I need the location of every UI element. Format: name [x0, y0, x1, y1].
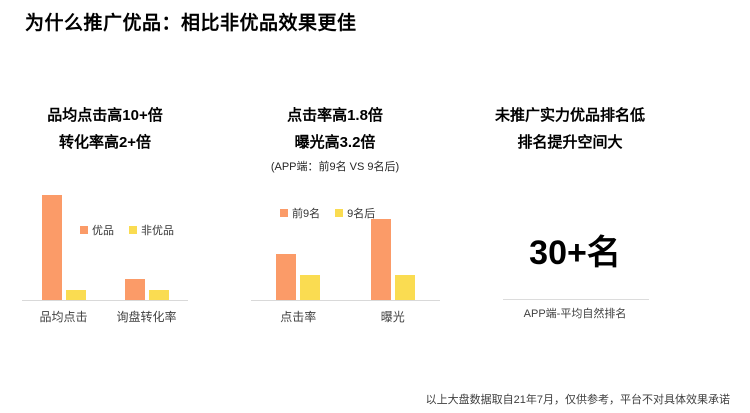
- premium-vs-nonpremium-chart: 优品 非优品 品均点击 询盘转化率: [22, 191, 188, 324]
- chart-legend: 前9名 9名后: [280, 205, 375, 221]
- middle-heading-line1: 点击率高1.8倍: [287, 107, 383, 124]
- legend-label: 非优品: [141, 225, 174, 237]
- right-column-heading: 未推广实力优品排名低 排名提升空间大: [488, 102, 652, 156]
- bar-优品-询盘转化率: [124, 279, 145, 300]
- left-heading-line1: 品均点击高10+倍: [47, 107, 163, 124]
- data-source-footnote: 以上大盘数据取自21年7月，仅供参考，平台不对具体效果承诺: [425, 394, 730, 406]
- left-column-heading: 品均点击高10+倍 转化率高2+倍: [20, 102, 190, 156]
- legend-item-优品: 优品: [80, 222, 114, 238]
- legend-item-9名后: 9名后: [335, 205, 375, 221]
- chart-plot: [251, 211, 440, 301]
- chart-legend: 优品 非优品: [80, 222, 174, 238]
- bar-前9名-点击率: [276, 254, 297, 300]
- right-heading-line2: 排名提升空间大: [517, 134, 623, 151]
- legend-label: 9名后: [347, 208, 376, 220]
- bar-group-询盘转化率: [105, 191, 188, 300]
- bar-group-曝光: [346, 211, 441, 300]
- bar-非优品-询盘转化率: [148, 290, 169, 300]
- legend-swatch: [80, 226, 88, 234]
- ranking-metric-value: 30+名: [529, 234, 621, 272]
- middle-column-heading: 点击率高1.8倍 曝光高3.2倍 (APP端：前9名 VS 9名后): [250, 102, 420, 176]
- legend-swatch: [129, 226, 137, 234]
- bar-前9名-曝光: [370, 218, 391, 300]
- left-heading-line2: 转化率高2+倍: [58, 134, 152, 151]
- chart-plot: [22, 191, 188, 301]
- x-axis-label-曝光: 曝光: [380, 310, 405, 324]
- slide-title: 为什么推广优品：相比非优品效果更佳: [25, 13, 357, 34]
- metric-divider-line: [503, 299, 649, 300]
- bar-group-品均点击: [22, 191, 105, 300]
- right-heading-line1: 未推广实力优品排名低: [494, 107, 645, 124]
- bar-优品-品均点击: [41, 194, 62, 300]
- chart-x-axis-labels: 品均点击 询盘转化率: [22, 308, 188, 325]
- middle-heading-line2: 曝光高3.2倍: [294, 134, 376, 151]
- bar-group-点击率: [251, 211, 346, 300]
- legend-label: 前9名: [292, 208, 321, 220]
- legend-swatch: [280, 209, 288, 217]
- chart-x-axis-labels: 点击率 曝光: [251, 308, 440, 325]
- ranking-metric-caption: APP端-平均自然排名: [523, 308, 627, 320]
- x-axis-label-点击率: 点击率: [280, 310, 317, 324]
- middle-heading-subtitle: (APP端：前9名 VS 9名后): [270, 161, 400, 173]
- top9-vs-after9-chart: 前9名 9名后 点击率 曝光: [251, 208, 440, 324]
- legend-label: 优品: [92, 225, 114, 237]
- legend-item-前9名: 前9名: [280, 205, 320, 221]
- x-axis-label-询盘转化率: 询盘转化率: [116, 310, 177, 324]
- legend-item-非优品: 非优品: [129, 222, 174, 238]
- bar-非优品-品均点击: [65, 290, 86, 300]
- legend-swatch: [335, 209, 344, 217]
- x-axis-label-品均点击: 品均点击: [39, 310, 88, 324]
- bar-9名后-点击率: [300, 274, 321, 300]
- bar-9名后-曝光: [394, 274, 415, 300]
